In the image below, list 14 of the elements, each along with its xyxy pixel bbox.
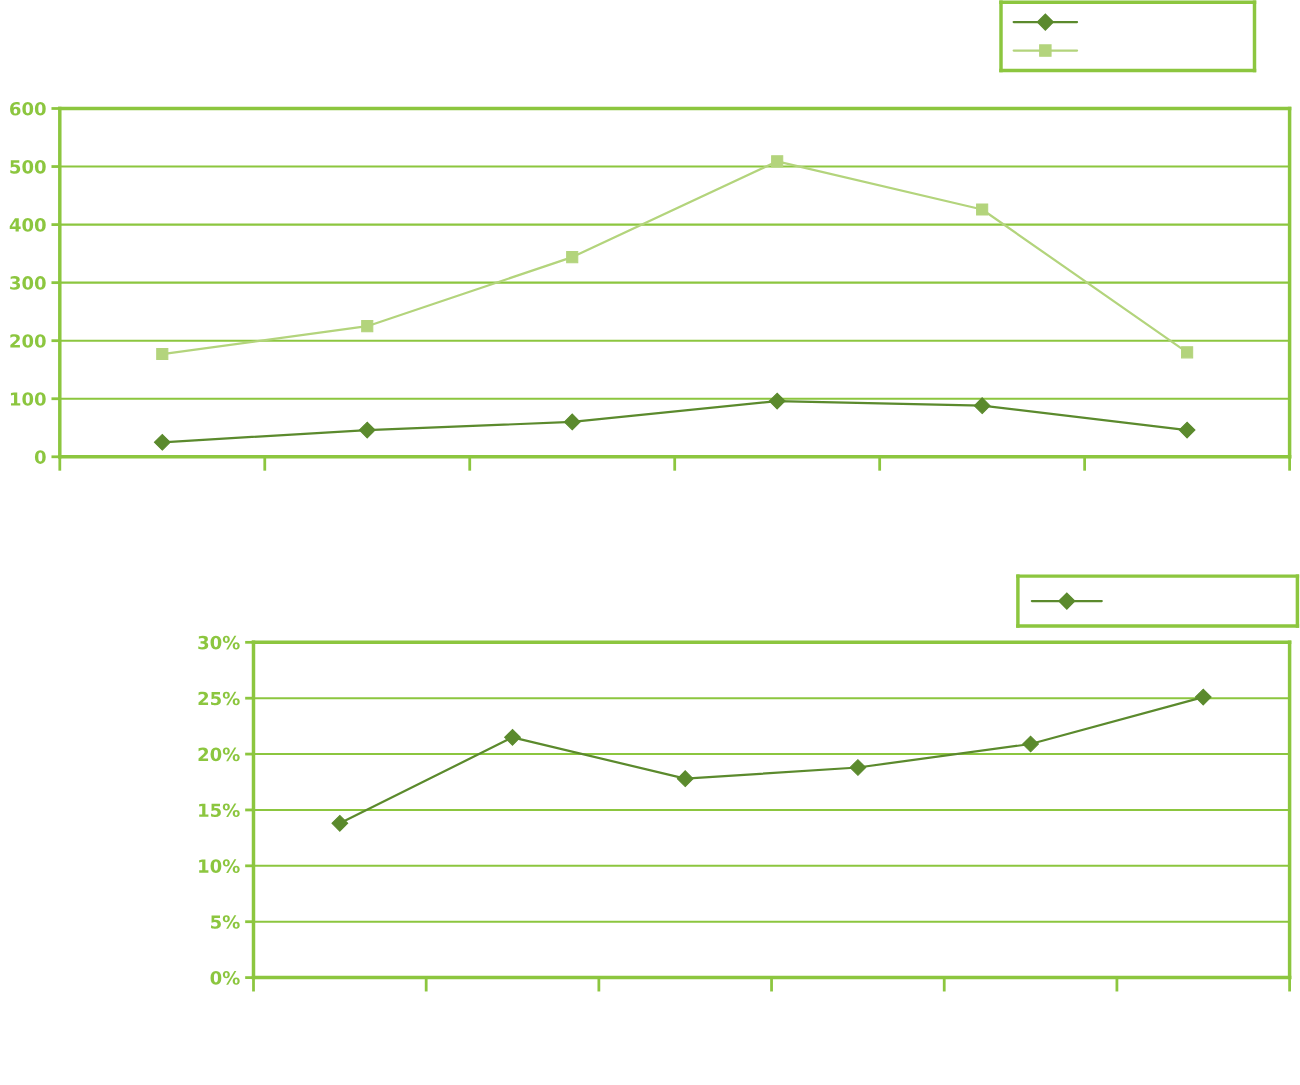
y-tick-label: 30%: [198, 635, 240, 650]
y-tick-label: 200: [10, 334, 46, 348]
y-tick-label: 600: [10, 101, 46, 116]
y-tick-label: 15%: [199, 803, 240, 818]
y-tick-label: 300: [10, 276, 46, 290]
y-tick-label: 20%: [198, 747, 240, 762]
y-tick-label: 25%: [198, 691, 240, 706]
y-tick-label: 400: [9, 218, 46, 232]
y-tick-label: 10%: [199, 859, 240, 873]
y-tick-label: 100: [10, 392, 46, 406]
y-tick-label: 0: [34, 450, 46, 464]
y-tick-label: 0%: [210, 971, 240, 985]
y-tick-label: 5%: [211, 915, 240, 929]
y-tick-label: 500: [10, 160, 46, 174]
